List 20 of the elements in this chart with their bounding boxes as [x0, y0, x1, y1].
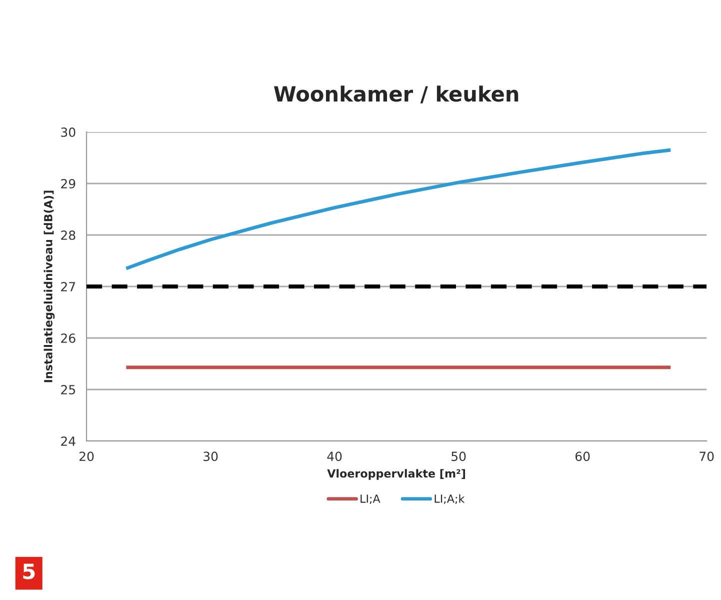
x-tick-label: 40 [327, 452, 342, 462]
y-tick-label: 27 [61, 282, 76, 292]
y-tick-label: 29 [61, 178, 76, 188]
y-tick-label: 24 [61, 436, 76, 446]
y-tick-label: 25 [61, 384, 76, 394]
x-axis-title: Vloeroppervlakte [m²] [327, 469, 466, 480]
x-tick-label: 30 [204, 452, 218, 462]
legend-label: LI;A [360, 494, 380, 504]
x-tick-label: 50 [452, 452, 466, 462]
chart-title: Woonkamer / keuken [274, 86, 518, 104]
y-tick-label: 30 [61, 127, 76, 137]
legend-label: LI;A;k [434, 494, 465, 504]
x-tick-label: 70 [700, 452, 714, 462]
y-tick-label: 26 [61, 333, 76, 343]
x-tick-label: 60 [575, 452, 590, 462]
line-series [124, 148, 672, 270]
y-axis-title: Installatiegeluidniveau [dB(A)] [44, 190, 55, 382]
text: 5 [23, 564, 35, 580]
y-tick-label: 28 [61, 230, 76, 240]
x-tick-label: 20 [79, 452, 94, 462]
